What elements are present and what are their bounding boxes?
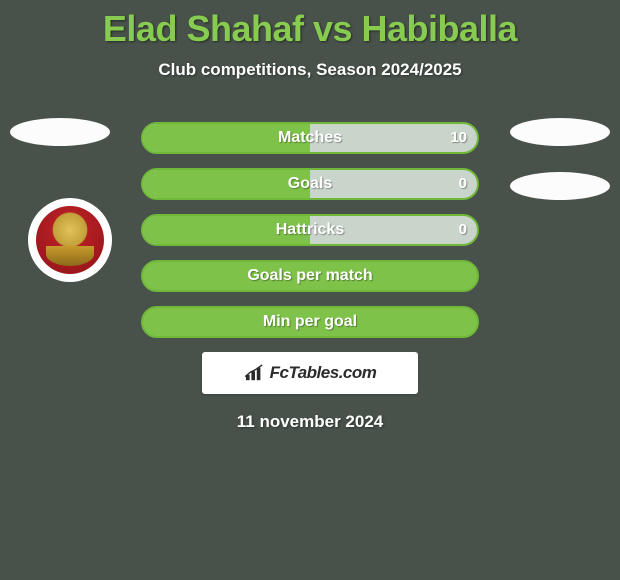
date-label: 11 november 2024: [0, 412, 620, 432]
stat-row: Hattricks0: [141, 214, 479, 246]
stat-value: 0: [459, 170, 467, 198]
stat-label: Matches: [143, 124, 477, 152]
subtitle: Club competitions, Season 2024/2025: [0, 60, 620, 80]
stat-row: Min per goal: [141, 306, 479, 338]
stat-label: Min per goal: [143, 308, 477, 336]
stat-row: Goals per match: [141, 260, 479, 292]
page-title: Elad Shahaf vs Habiballa: [0, 0, 620, 50]
player2-placeholder-oval-1: [510, 118, 610, 146]
stats-bars: Matches10Goals0Hattricks0Goals per match…: [141, 122, 479, 338]
watermark: FcTables.com: [202, 352, 418, 394]
club-badge: [28, 198, 112, 282]
stat-row: Goals0: [141, 168, 479, 200]
club-badge-icon: [36, 206, 104, 274]
stat-label: Goals: [143, 170, 477, 198]
comparison-chart: Matches10Goals0Hattricks0Goals per match…: [0, 122, 620, 432]
stat-label: Goals per match: [143, 262, 477, 290]
stat-label: Hattricks: [143, 216, 477, 244]
stat-value: 10: [450, 124, 467, 152]
barchart-icon: [244, 364, 266, 382]
player1-placeholder-oval: [10, 118, 110, 146]
stat-value: 0: [459, 216, 467, 244]
player2-placeholder-oval-2: [510, 172, 610, 200]
watermark-text: FcTables.com: [270, 363, 377, 383]
stat-row: Matches10: [141, 122, 479, 154]
